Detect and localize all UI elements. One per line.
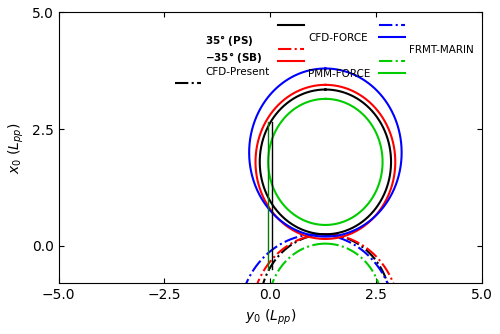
X-axis label: $y_0$ $(L_{pp})$: $y_0$ $(L_{pp})$ bbox=[244, 308, 296, 327]
Y-axis label: $x_0$ $(L_{pp})$: $x_0$ $(L_{pp})$ bbox=[7, 122, 26, 174]
Legend: , $\mathbf{35°\ (PS)}$, $\mathbf{-35°\ (SB)}$, CFD-Present, , , CFD-FORCE, , , P: , $\mathbf{35°\ (PS)}$, $\mathbf{-35°\ (… bbox=[172, 18, 477, 92]
